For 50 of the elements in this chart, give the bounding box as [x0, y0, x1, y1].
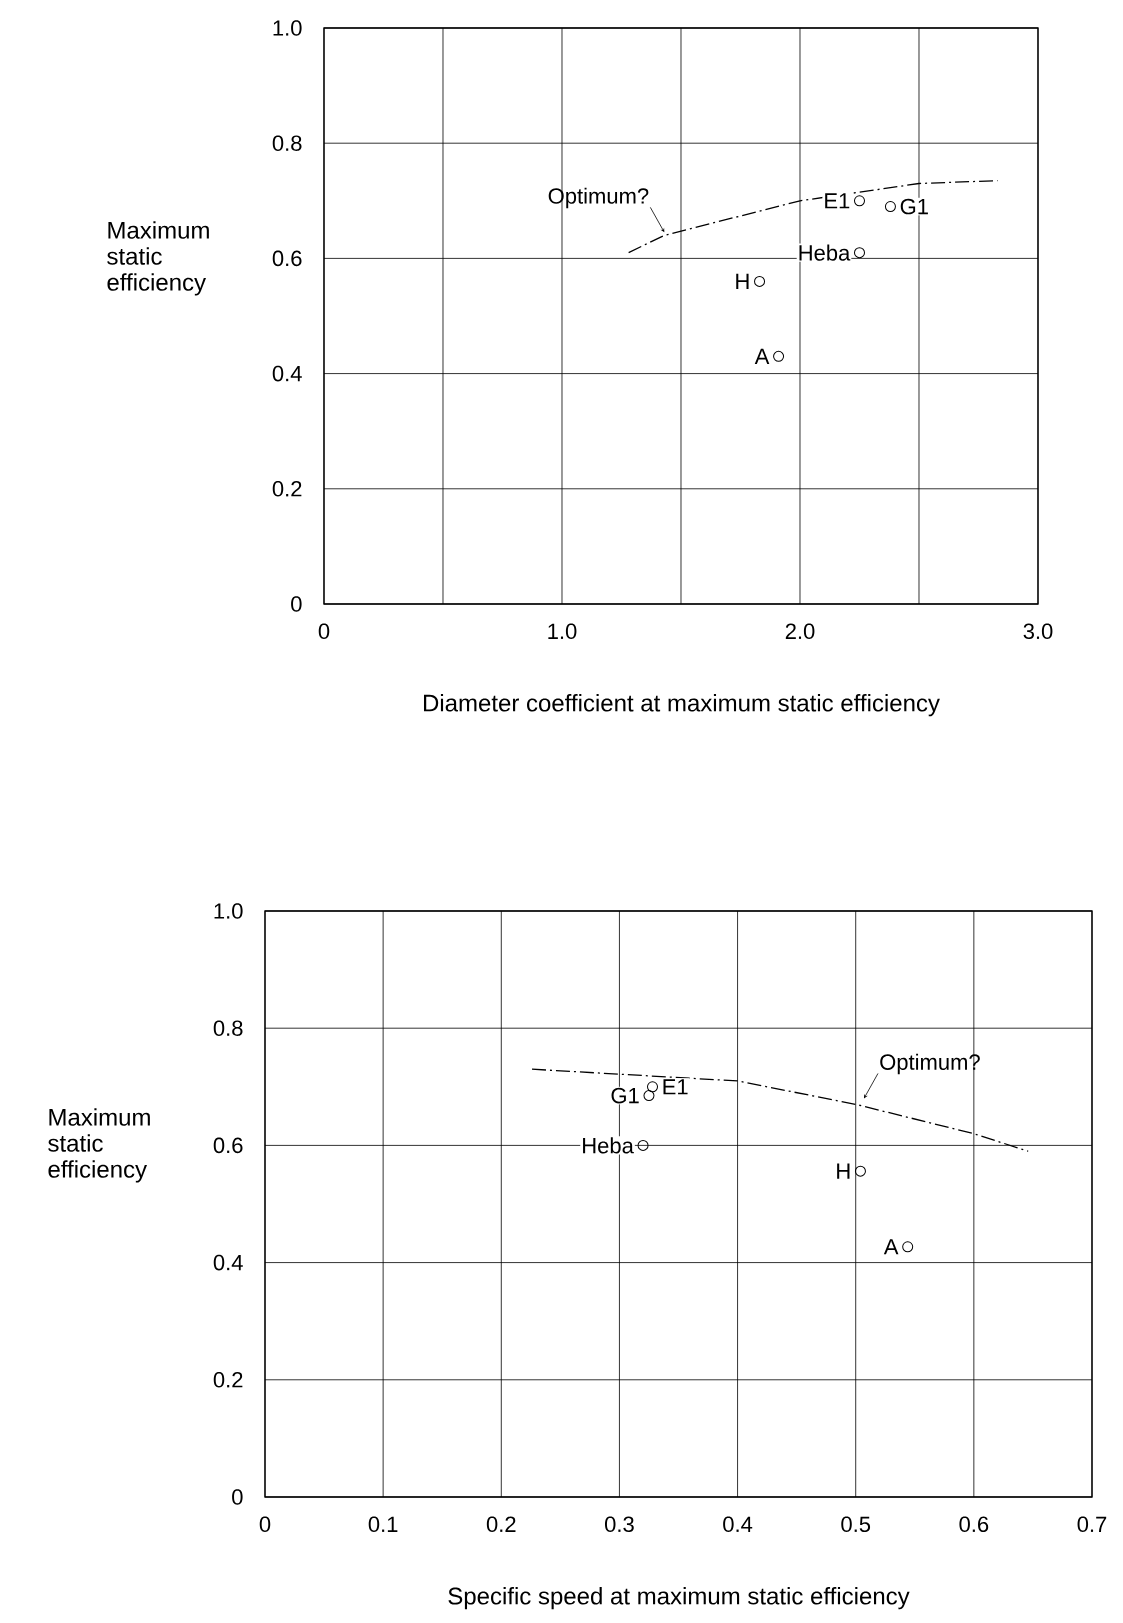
x-tick-label: 0.7 [1077, 1516, 1107, 1533]
x-tick-label: 3.0 [1023, 623, 1053, 640]
y-axis-title: Maximum static efficiency [107, 221, 209, 296]
annotation: Optimum? [548, 187, 649, 209]
x-tick-label: 0.5 [841, 1516, 871, 1533]
point [754, 275, 766, 287]
x-tick-label: 0 [259, 1516, 271, 1533]
x-tick-label: 0 [318, 623, 330, 640]
y-tick-label: 0 [291, 596, 302, 612]
annotation: Heba [799, 244, 851, 261]
y-tick-label: 0.6 [213, 1137, 243, 1154]
y-tick-label: 0.4 [272, 365, 302, 382]
point [884, 201, 896, 213]
y-tick-label: 0.6 [272, 250, 302, 267]
point [902, 1241, 914, 1253]
annotation: A [883, 1239, 899, 1255]
annotation: A [754, 348, 770, 364]
y-tick-label: 0.2 [272, 481, 302, 497]
annotation: Heba [583, 1137, 634, 1154]
point [854, 247, 865, 259]
point [643, 1090, 655, 1102]
x-tick-label: 1.0 [548, 623, 577, 640]
annotation: H [736, 273, 749, 289]
y-axis-title: Maximum static efficiency [48, 1108, 150, 1183]
y-tick-label: 0.2 [213, 1372, 243, 1388]
y-tick-label: 1.0 [273, 20, 302, 36]
point [773, 350, 785, 362]
x-axis-title: Specific speed at maximum static efficiency [448, 1586, 910, 1610]
annotation: G1 [900, 198, 928, 215]
x-tick-label: 0.4 [723, 1516, 753, 1533]
y-tick-label: 0.4 [213, 1254, 243, 1271]
x-tick-label: 0.3 [605, 1516, 634, 1533]
point [854, 1165, 866, 1177]
y-tick-label: 1.0 [214, 903, 243, 919]
y-tick-label: 0.8 [213, 1020, 243, 1036]
y-tick-label: 0 [232, 1489, 243, 1505]
x-axis-title: Diameter coefficient at maximum static efficiency [423, 693, 940, 717]
annotation: E1 [663, 1079, 688, 1095]
annotation: E1 [825, 193, 850, 209]
point [647, 1081, 659, 1093]
point [854, 195, 865, 207]
annotation: H [837, 1163, 850, 1179]
annotation: G1 [611, 1087, 639, 1104]
x-tick-label: 0.2 [486, 1516, 516, 1533]
x-tick-label: 2.0 [785, 623, 815, 640]
y-tick-label: 0.8 [272, 135, 302, 151]
x-tick-label: 0.1 [368, 1516, 398, 1533]
point [637, 1139, 649, 1151]
x-tick-label: 0.6 [959, 1516, 989, 1533]
annotation: Optimum? [880, 1053, 980, 1075]
